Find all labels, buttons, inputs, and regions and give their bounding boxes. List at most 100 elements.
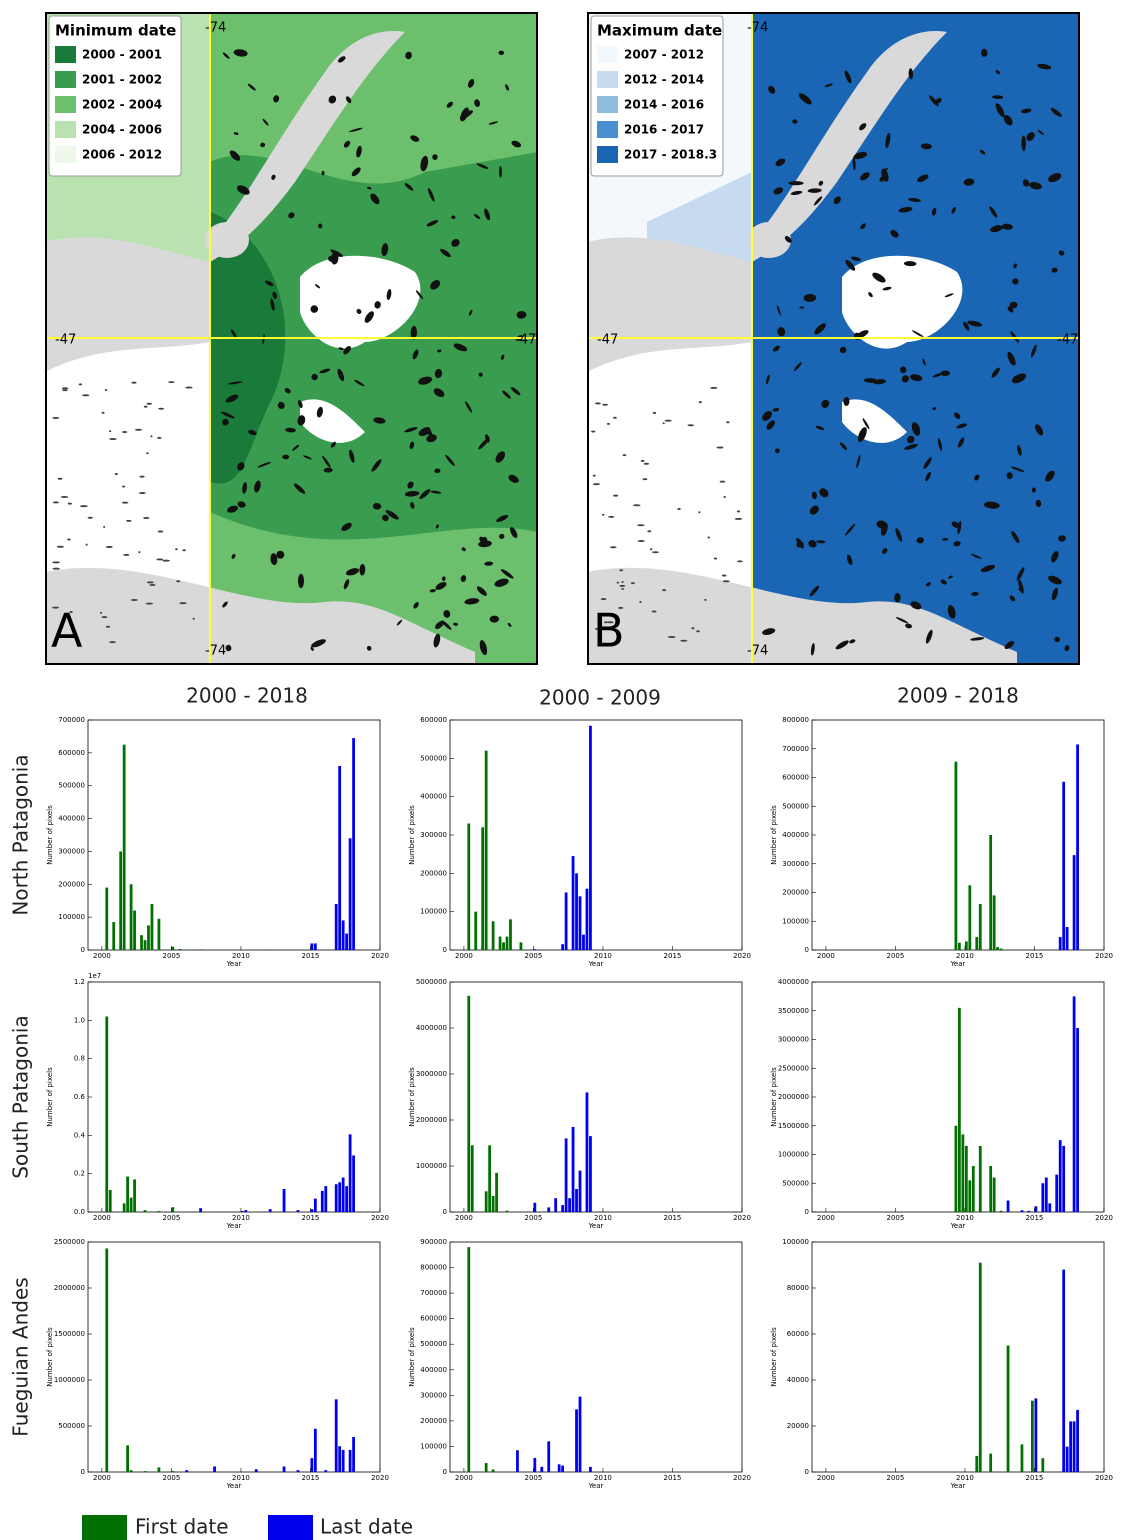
islet bbox=[602, 403, 608, 406]
glacier bbox=[917, 174, 929, 183]
glacier bbox=[489, 615, 500, 623]
y-tick-label: 100000 bbox=[420, 1442, 447, 1450]
x-tick-label: 2015 bbox=[664, 1474, 682, 1482]
glacier bbox=[983, 501, 1000, 509]
glacier bbox=[819, 488, 829, 498]
bar bbox=[585, 1092, 589, 1212]
glacier bbox=[776, 305, 781, 316]
y-tick-label: 100000 bbox=[420, 908, 447, 916]
islet bbox=[52, 501, 59, 504]
glacier bbox=[435, 582, 447, 590]
glacier bbox=[330, 249, 343, 257]
bar bbox=[505, 936, 509, 950]
glacier bbox=[833, 196, 841, 205]
islet bbox=[704, 598, 707, 601]
islet bbox=[677, 507, 681, 510]
islet bbox=[109, 438, 117, 441]
glacier bbox=[816, 540, 826, 544]
glacier bbox=[772, 345, 780, 352]
glacier bbox=[270, 298, 275, 311]
glacier bbox=[923, 457, 932, 470]
glacier bbox=[270, 553, 278, 566]
x-tick-label: 2010 bbox=[232, 952, 250, 960]
glacier bbox=[328, 95, 337, 104]
bar bbox=[254, 1469, 258, 1472]
islet bbox=[143, 516, 150, 519]
glacier bbox=[971, 592, 979, 596]
bar bbox=[561, 1465, 565, 1472]
bar bbox=[157, 1211, 161, 1212]
glacier bbox=[824, 83, 833, 88]
glacier bbox=[405, 51, 412, 60]
glacier bbox=[1004, 640, 1015, 650]
islet bbox=[121, 501, 129, 504]
y-tick-label: 400000 bbox=[58, 815, 85, 823]
glacier bbox=[420, 155, 429, 172]
islet bbox=[698, 401, 702, 404]
islet bbox=[621, 587, 624, 590]
glacier bbox=[799, 306, 805, 309]
bar bbox=[589, 725, 592, 950]
glacier bbox=[382, 514, 389, 522]
islet bbox=[78, 383, 83, 386]
glacier bbox=[367, 186, 372, 190]
legend-swatch bbox=[55, 46, 76, 63]
glacier bbox=[498, 50, 505, 55]
glacier bbox=[810, 643, 815, 656]
glacier bbox=[1064, 645, 1070, 652]
glacier bbox=[814, 323, 826, 335]
glacier bbox=[904, 443, 918, 450]
y-tick-label: 0 bbox=[443, 1208, 447, 1216]
glacier bbox=[373, 417, 386, 424]
glacier bbox=[237, 462, 245, 471]
plot-frame bbox=[811, 719, 1105, 951]
islet bbox=[664, 419, 672, 422]
islet bbox=[105, 546, 113, 549]
glacier bbox=[426, 220, 439, 227]
glacier bbox=[478, 437, 490, 450]
glacier bbox=[860, 172, 870, 181]
glacier bbox=[1031, 487, 1036, 493]
glacier bbox=[989, 206, 998, 218]
y-tick-label: 0 bbox=[443, 946, 447, 954]
legend-label: 2017 - 2018.3 bbox=[624, 148, 717, 162]
x-tick-label: 2015 bbox=[1026, 1474, 1044, 1482]
glacier bbox=[995, 103, 1005, 117]
bar bbox=[1006, 1200, 1010, 1212]
glacier bbox=[370, 193, 380, 205]
y-tick-label: 400000 bbox=[782, 831, 809, 839]
glacier bbox=[929, 95, 939, 107]
glacier bbox=[907, 435, 915, 444]
glacier bbox=[468, 309, 473, 316]
glacier bbox=[992, 95, 1004, 99]
bar bbox=[105, 1248, 109, 1472]
islet bbox=[146, 452, 149, 455]
glacier bbox=[435, 621, 444, 630]
map-region bbox=[210, 152, 538, 540]
bar bbox=[143, 1471, 147, 1472]
bar bbox=[157, 918, 161, 950]
glacier bbox=[775, 158, 786, 167]
glacier bbox=[498, 533, 505, 539]
islet bbox=[105, 625, 111, 628]
y-axis-label: Number of pixels bbox=[46, 805, 54, 865]
x-tick-label: 2005 bbox=[163, 952, 181, 960]
islet bbox=[662, 589, 667, 592]
glacier bbox=[257, 461, 272, 468]
legend-label: 2000 - 2001 bbox=[82, 48, 162, 62]
coordinate-label: -74 bbox=[747, 21, 768, 36]
glacier bbox=[853, 152, 868, 160]
glacier bbox=[404, 427, 418, 433]
glacier bbox=[792, 119, 798, 124]
islet bbox=[647, 530, 652, 533]
bar bbox=[296, 1470, 300, 1472]
x-tick-label: 2020 bbox=[371, 1474, 389, 1482]
plot-frame bbox=[449, 719, 743, 951]
y-axis-label: Number of pixels bbox=[408, 1067, 416, 1127]
y-tick-label: 200000 bbox=[58, 880, 85, 888]
bar bbox=[320, 1190, 324, 1212]
islet bbox=[601, 513, 605, 516]
glacier bbox=[443, 610, 451, 618]
glacier bbox=[920, 143, 932, 150]
glacier bbox=[835, 640, 849, 650]
